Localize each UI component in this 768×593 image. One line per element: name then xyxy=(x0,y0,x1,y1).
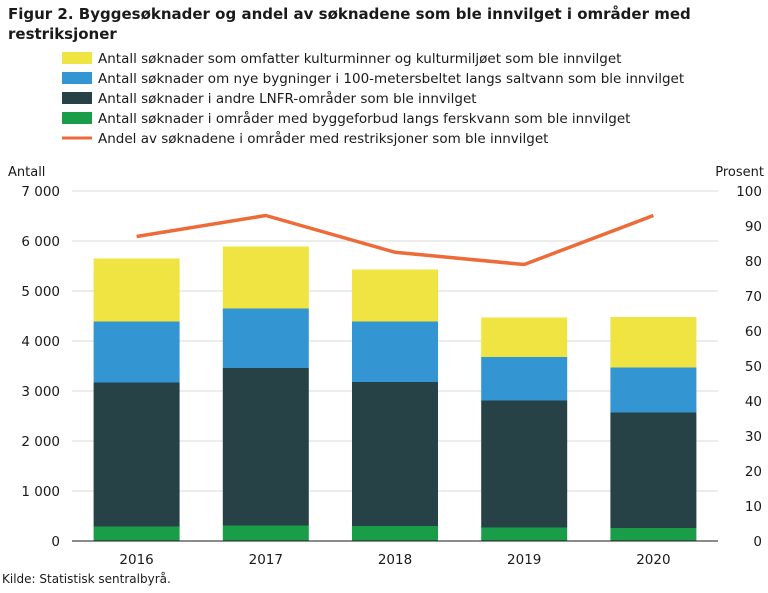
legend: Antall søknader som omfatter kulturminne… xyxy=(62,51,684,147)
bar-segment xyxy=(222,246,309,309)
y2-tick-label: 40 xyxy=(745,394,762,410)
x-tick-label: 2019 xyxy=(507,552,541,568)
legend-label: Antall søknader om nye bygninger i 100-m… xyxy=(98,71,684,87)
y-tick-label: 3 000 xyxy=(21,384,60,400)
bar-segment xyxy=(352,382,438,526)
bar-segment xyxy=(352,269,438,322)
x-tick-label: 2020 xyxy=(636,552,670,568)
legend-swatch xyxy=(62,92,92,104)
bar-segment xyxy=(610,412,697,528)
bar-segment xyxy=(352,321,438,382)
bar-segment xyxy=(610,528,697,541)
y2-tick-label: 0 xyxy=(753,534,762,550)
bars xyxy=(72,246,718,542)
bar-segment xyxy=(352,526,438,541)
legend-swatch xyxy=(62,52,92,64)
y-axis-ticks: 0 1 000 2 000 3 000 4 000 5 000 6 000 7 000 xyxy=(21,184,60,550)
legend-item: Antall søknader i andre LNFR-områder som… xyxy=(62,90,477,107)
bar-segment xyxy=(93,321,180,383)
bar-segment xyxy=(93,258,180,322)
y-tick-label: 7 000 xyxy=(21,184,60,200)
legend-item: Antall søknader om nye bygninger i 100-m… xyxy=(62,71,684,87)
line-series xyxy=(136,213,655,267)
legend-label: Antall søknader i andre LNFR-områder som… xyxy=(98,90,477,107)
y2-tick-label: 70 xyxy=(745,289,762,305)
y-tick-label: 0 xyxy=(51,534,60,550)
bar-segment xyxy=(93,382,180,527)
y2-tick-label: 30 xyxy=(745,429,762,445)
bar-segment xyxy=(481,317,568,357)
bar-segment xyxy=(93,526,180,541)
y-tick-label: 5 000 xyxy=(21,284,60,300)
legend-label: Antall søknader i områder med byggeforbu… xyxy=(98,110,630,127)
y-tick-label: 6 000 xyxy=(21,234,60,250)
y2-tick-label: 90 xyxy=(745,219,762,235)
legend-label: Antall søknader som omfatter kulturminne… xyxy=(98,51,621,67)
y2-tick-label: 100 xyxy=(736,184,762,200)
chart: Antall søknader som omfatter kulturminne… xyxy=(8,51,764,568)
y2-axis-ticks: 0 10 20 30 40 50 60 70 80 90 100 xyxy=(736,184,762,550)
bar-segment xyxy=(610,317,697,368)
legend-item: Antall søknader som omfatter kulturminne… xyxy=(62,51,621,67)
legend-item: Andel av søknadene i områder med restrik… xyxy=(62,130,548,147)
y-tick-label: 1 000 xyxy=(21,484,60,500)
y-tick-label: 2 000 xyxy=(21,434,60,450)
x-axis-ticks: 2016 2017 2018 2019 2020 xyxy=(119,552,670,568)
bar-segment xyxy=(222,525,309,541)
y-tick-label: 4 000 xyxy=(21,334,60,350)
x-tick-label: 2016 xyxy=(119,552,153,568)
y2-tick-label: 10 xyxy=(745,499,762,515)
legend-swatch xyxy=(62,112,92,124)
y2-tick-label: 50 xyxy=(745,359,762,375)
bar-segment xyxy=(481,527,568,541)
legend-swatch xyxy=(62,72,92,84)
bar-segment xyxy=(222,368,309,526)
y2-tick-label: 20 xyxy=(745,464,762,480)
y-axis-title: Antall xyxy=(8,165,45,180)
bar-segment xyxy=(610,367,697,413)
source-note: Kilde: Statistisk sentralbyrå. xyxy=(2,572,171,586)
x-tick-label: 2018 xyxy=(378,552,412,568)
bar-segment xyxy=(222,308,309,368)
chart-title: Figur 2. Byggesøknader og andel av søkna… xyxy=(8,5,691,43)
bar-segment xyxy=(481,400,568,528)
legend-label: Andel av søknadene i områder med restrik… xyxy=(98,130,548,147)
y2-tick-label: 60 xyxy=(745,324,762,340)
y2-axis-title: Prosent xyxy=(715,165,764,180)
y2-tick-label: 80 xyxy=(745,254,762,270)
line-series-path xyxy=(136,213,655,267)
bar-segment xyxy=(481,357,568,401)
x-tick-label: 2017 xyxy=(249,552,283,568)
legend-item: Antall søknader i områder med byggeforbu… xyxy=(62,110,630,127)
